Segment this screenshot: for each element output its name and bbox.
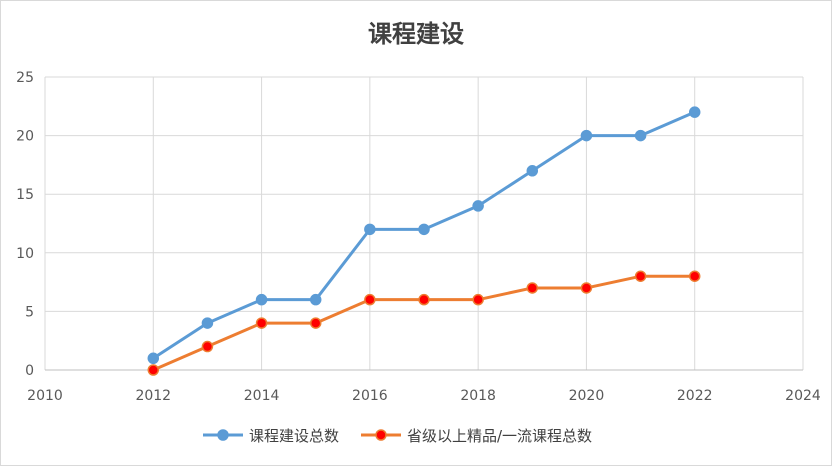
x-tick-label: 2010	[27, 388, 63, 404]
data-point	[364, 293, 376, 306]
data-point	[201, 340, 214, 353]
data-point	[364, 223, 376, 236]
data-point	[255, 317, 268, 329]
x-axis-ticks: 2010 2012 2014 2016 2018 2020 2022 2024	[27, 388, 821, 404]
grid	[44, 76, 804, 371]
legend-marker	[217, 429, 229, 441]
legend-marker	[375, 429, 387, 441]
legend-item-1: 省级以上精品/一流课程总数	[361, 427, 592, 445]
data-point	[580, 129, 593, 142]
data-point	[309, 317, 322, 329]
data-point	[309, 293, 322, 306]
legend-item-0: 课程建设总数	[203, 427, 339, 445]
data-point	[147, 364, 160, 376]
x-tick-label: 2012	[135, 388, 171, 404]
data-point	[472, 293, 484, 306]
x-tick-label: 2024	[785, 388, 821, 404]
data-point	[147, 352, 160, 365]
data-point	[418, 293, 430, 306]
data-point	[201, 317, 214, 329]
data-point	[634, 270, 647, 282]
chart-title: 课程建设	[368, 20, 464, 48]
data-point	[634, 129, 647, 142]
data-point	[526, 282, 539, 294]
y-tick-label: 25	[16, 70, 34, 86]
data-point	[580, 282, 593, 294]
data-point	[688, 106, 701, 118]
legend-label: 省级以上精品/一流课程总数	[407, 427, 592, 445]
x-tick-label: 2016	[352, 388, 388, 404]
data-point	[255, 293, 268, 306]
x-tick-label: 2020	[569, 388, 605, 404]
y-tick-label: 5	[25, 304, 34, 320]
y-tick-label: 0	[25, 363, 34, 379]
series-line	[152, 110, 696, 360]
y-tick-label: 20	[16, 129, 34, 145]
legend-label: 课程建设总数	[249, 427, 339, 445]
x-tick-label: 2014	[244, 388, 280, 404]
series-line	[152, 274, 695, 372]
y-axis-ticks: 0 5 10 15 20 25	[16, 70, 34, 379]
data-point	[688, 270, 701, 282]
data-point	[472, 200, 484, 212]
series-0	[147, 106, 701, 365]
y-tick-label: 10	[16, 246, 34, 262]
x-tick-label: 2018	[460, 388, 496, 404]
y-tick-label: 15	[16, 187, 34, 203]
series-lines	[147, 106, 701, 376]
legend: 课程建设总数 省级以上精品/一流课程总数	[203, 427, 592, 445]
x-tick-label: 2022	[677, 388, 713, 404]
series-1	[147, 270, 701, 376]
data-point	[526, 165, 539, 177]
data-point	[418, 223, 430, 236]
